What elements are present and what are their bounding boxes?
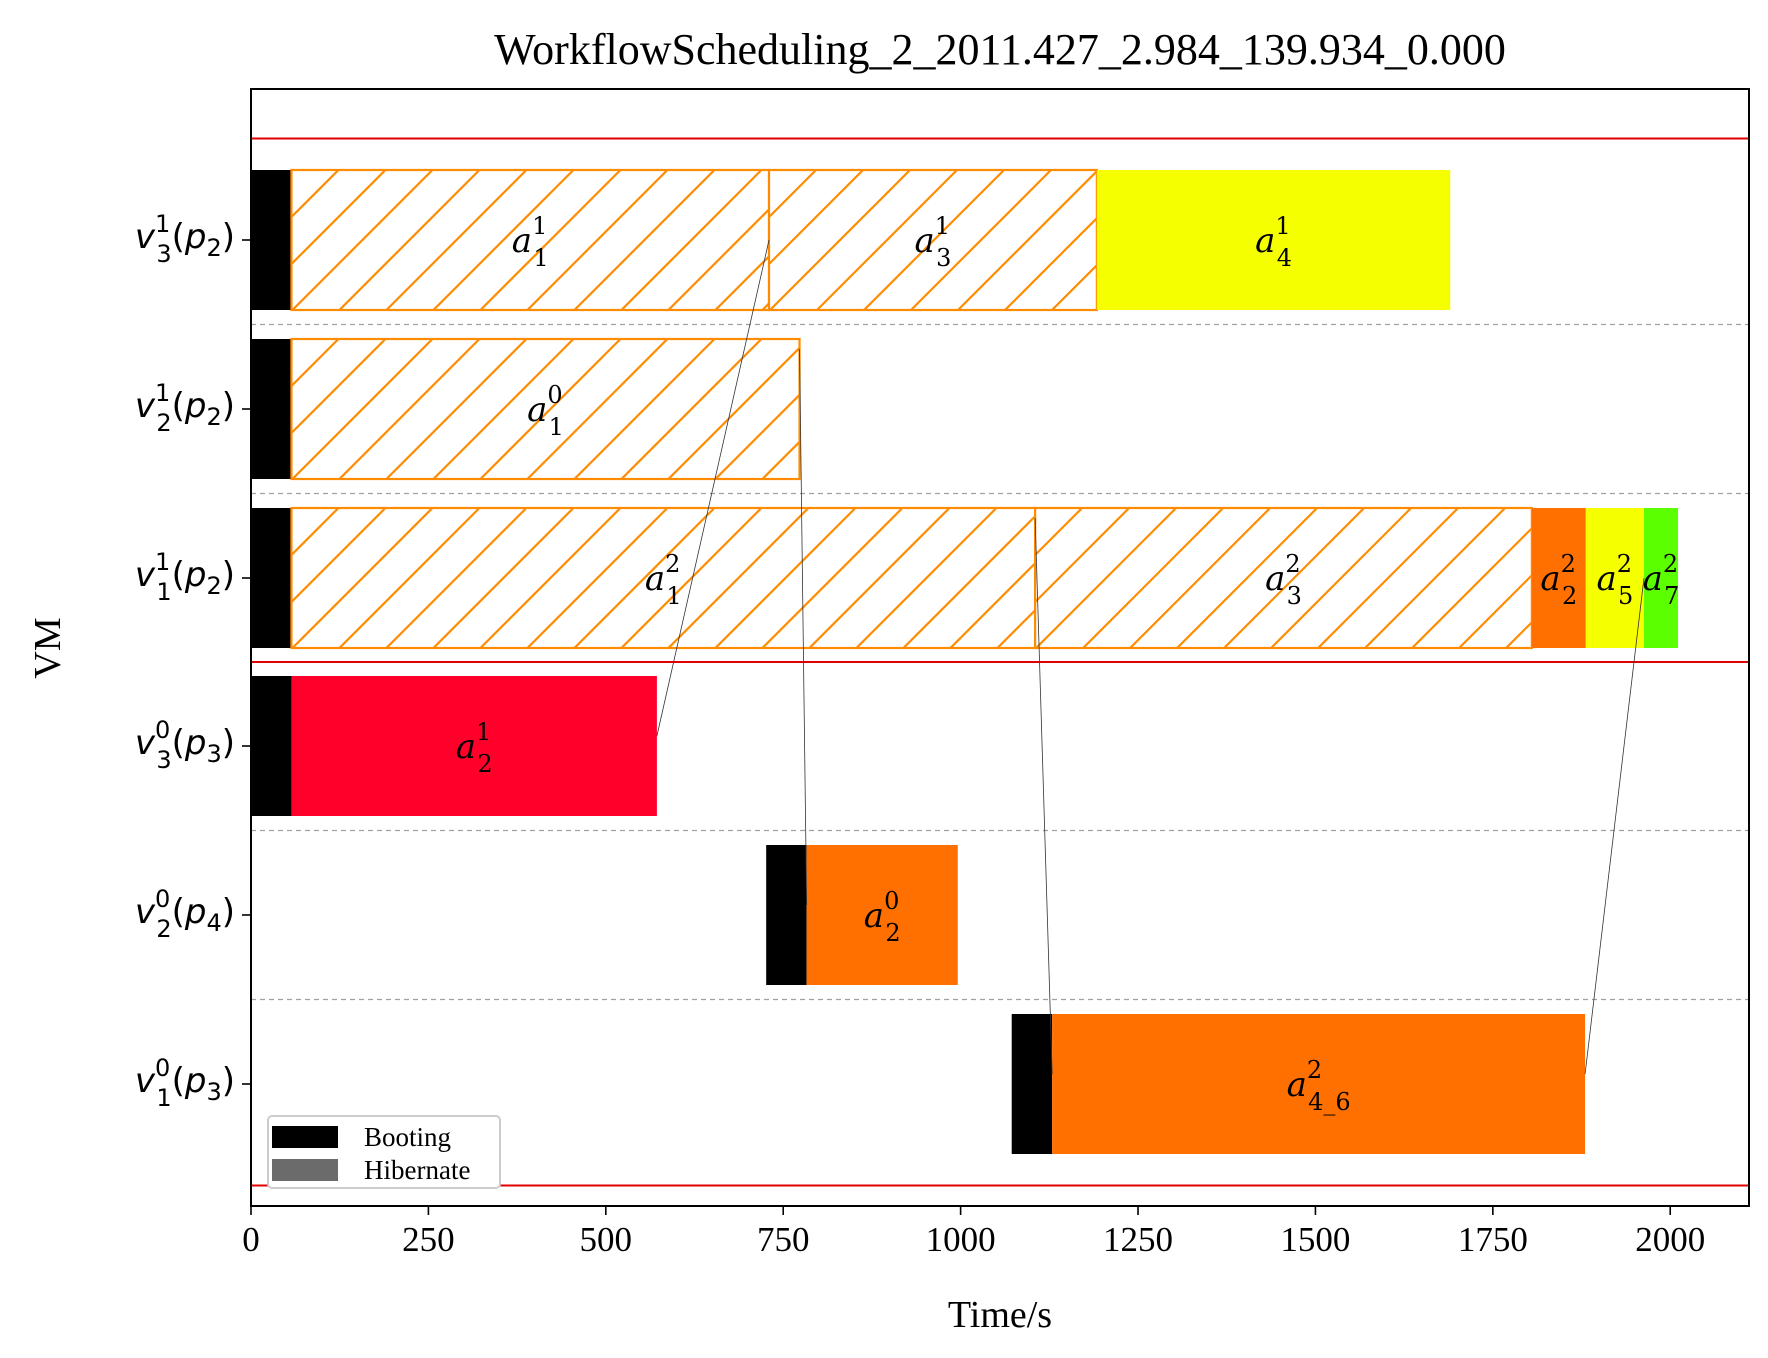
x-tick-label: 1250 — [1103, 1220, 1173, 1259]
dependency-lines — [656, 239, 1645, 1075]
task-label: a1 2 — [456, 718, 493, 778]
x-tick-label: 2000 — [1635, 1220, 1705, 1259]
task-label: a2 3 — [1265, 550, 1302, 610]
x-tick-label: 1750 — [1458, 1220, 1528, 1259]
task-label: a2 7 — [1643, 550, 1680, 610]
task-bar-hatched — [290, 337, 801, 481]
dependency-line — [1584, 577, 1645, 1075]
x-tick-label: 1000 — [926, 1220, 996, 1259]
booting-bar — [1011, 1014, 1053, 1154]
bars — [251, 168, 1679, 1154]
task-bar-hatched — [290, 506, 1037, 650]
booting-bar — [251, 676, 292, 816]
vm-label: v0 3(p3) — [135, 716, 235, 774]
chart-title: WorkflowScheduling_2_2011.427_2.984_139.… — [494, 25, 1506, 74]
task-label: a0 1 — [527, 381, 564, 441]
x-tick-label: 500 — [580, 1220, 633, 1259]
x-tick-label: 250 — [402, 1220, 455, 1259]
y-axis: v1 3(p2) v1 2(p2) v1 1(p2) v0 3(p3) v0 2(p4) v0 1(p… — [135, 210, 251, 1112]
task-bar-hatched — [1034, 506, 1533, 650]
task-label: a2 1 — [645, 550, 682, 610]
task-bar — [806, 845, 958, 985]
booting-bar — [251, 339, 292, 479]
task-bar — [1585, 508, 1644, 648]
dependency-line — [1034, 517, 1053, 1075]
task-label: a1 4 — [1255, 212, 1292, 272]
legend-swatch — [272, 1126, 338, 1148]
vm-label: v0 1(p3) — [135, 1054, 235, 1112]
x-axis: 0 250 500 750 1000 1250 1500 1750 2000 — [242, 1206, 1705, 1259]
task-bar — [1052, 1014, 1586, 1154]
booting-bar — [766, 845, 807, 985]
vm-label: v1 3(p2) — [135, 210, 235, 268]
task-label: a1 1 — [512, 212, 549, 272]
dependency-line — [799, 348, 808, 906]
booting-bar — [251, 170, 292, 310]
task-bar — [1096, 170, 1451, 310]
x-axis-label: Time/s — [948, 1294, 1052, 1336]
vm-label: v1 1(p2) — [135, 548, 235, 606]
plot-frame — [250, 88, 1750, 1207]
x-tick-label: 750 — [757, 1220, 810, 1259]
task-label: a0 2 — [864, 887, 901, 947]
vm-label: v0 2(p4) — [135, 885, 235, 943]
task-label: a2 2 — [1540, 550, 1577, 610]
task-labels: a1 1 a1 3 a1 4 a0 1 a2 1 a2 3 a2 2 a2 5 a2 7 a1 2 a0 2 a2 4_6 — [456, 212, 1680, 1116]
x-tick-label: 0 — [242, 1220, 260, 1259]
dependency-line — [656, 239, 770, 737]
vm-label: v1 2(p2) — [135, 379, 235, 437]
legend-label: Booting — [364, 1122, 451, 1152]
task-label: a2 5 — [1596, 550, 1633, 610]
task-label: a2 4_6 — [1287, 1056, 1351, 1116]
legend-label: Hibernate — [364, 1155, 470, 1185]
booting-bar — [251, 508, 292, 648]
x-tick-label: 1500 — [1280, 1220, 1350, 1259]
y-axis-label: VM — [27, 617, 69, 678]
task-label: a1 3 — [915, 212, 952, 272]
legend-swatch — [272, 1159, 338, 1181]
task-bar — [1531, 508, 1586, 648]
task-bar — [291, 676, 657, 816]
task-bar-hatched — [767, 168, 1098, 312]
task-bar — [1643, 508, 1679, 648]
